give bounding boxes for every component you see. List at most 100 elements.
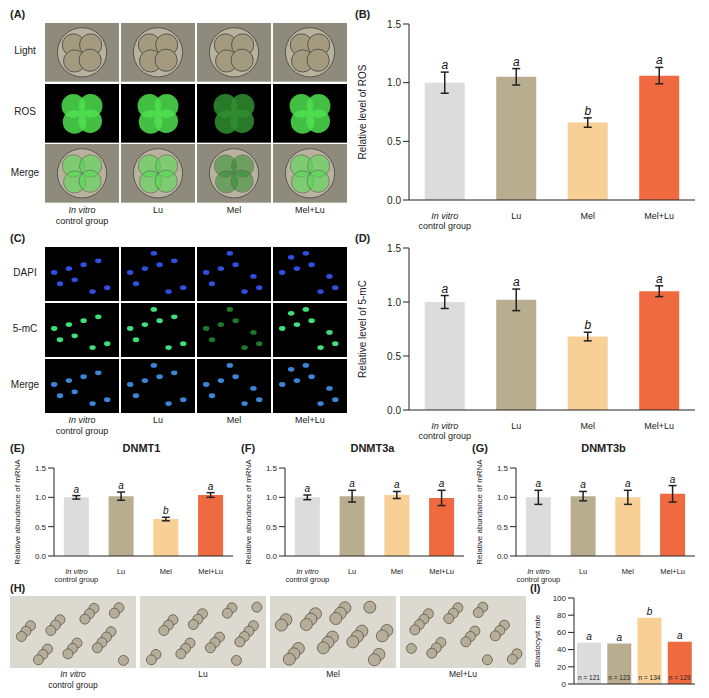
- svg-text:0.5: 0.5: [387, 351, 401, 362]
- svg-text:a: a: [656, 53, 663, 67]
- svg-text:Mel+Lu: Mel+Lu: [198, 567, 223, 576]
- svg-text:a: a: [586, 631, 592, 642]
- svg-text:20: 20: [557, 663, 566, 672]
- svg-text:0.0: 0.0: [35, 552, 47, 561]
- svg-text:1.0: 1.0: [387, 77, 401, 88]
- svg-text:b: b: [584, 104, 591, 118]
- svg-text:Mel+Lu: Mel+Lu: [644, 421, 674, 431]
- svg-text:Lu: Lu: [511, 421, 521, 431]
- svg-text:Blastocyst rate: Blastocyst rate: [533, 614, 542, 667]
- svg-text:0.5: 0.5: [266, 523, 278, 532]
- html-text:ROS: ROS: [14, 106, 36, 117]
- svg-text:n = 134: n = 134: [639, 674, 661, 681]
- svg-text:Lu: Lu: [511, 211, 521, 221]
- svg-text:1.5: 1.5: [387, 19, 401, 30]
- html-text:Merge: Merge: [10, 379, 40, 390]
- html-text:(I): (I): [530, 582, 541, 594]
- svg-text:In vitro: In vitro: [431, 421, 458, 431]
- svg-text:Relative abundance of mRNA: Relative abundance of mRNA: [475, 459, 484, 565]
- svg-text:a: a: [677, 630, 683, 641]
- html-text:control group: control group: [48, 679, 98, 690]
- svg-text:Mel: Mel: [580, 211, 595, 221]
- svg-text:b: b: [647, 606, 653, 617]
- svg-text:b: b: [163, 505, 169, 516]
- svg-text:a: a: [439, 478, 445, 489]
- html-text:(F): (F): [241, 442, 255, 454]
- svg-text:a: a: [118, 480, 124, 491]
- svg-text:a: a: [441, 58, 448, 72]
- svg-text:Relative abundance of mRNA: Relative abundance of mRNA: [244, 459, 253, 565]
- svg-text:a: a: [656, 272, 663, 286]
- svg-text:0.5: 0.5: [35, 523, 47, 532]
- svg-text:control group: control group: [418, 221, 471, 231]
- svg-text:40: 40: [557, 645, 566, 654]
- svg-text:b: b: [584, 318, 591, 332]
- svg-text:1.0: 1.0: [35, 493, 47, 502]
- svg-text:0.0: 0.0: [266, 552, 278, 561]
- svg-text:60: 60: [557, 628, 566, 637]
- svg-text:0.5: 0.5: [387, 136, 401, 147]
- svg-text:1.0: 1.0: [266, 493, 278, 502]
- svg-text:0: 0: [562, 680, 567, 689]
- svg-text:control group: control group: [418, 431, 471, 441]
- svg-text:n = 121: n = 121: [578, 674, 600, 681]
- svg-text:0.0: 0.0: [497, 552, 509, 561]
- svg-text:Relative level of ROS: Relative level of ROS: [357, 64, 368, 159]
- svg-text:a: a: [74, 484, 80, 495]
- svg-text:Relative level of 5-mC: Relative level of 5-mC: [357, 280, 368, 378]
- svg-text:1.0: 1.0: [497, 493, 509, 502]
- html-text:(D): (D): [355, 232, 371, 244]
- svg-text:a: a: [208, 481, 214, 492]
- svg-text:1.5: 1.5: [497, 464, 509, 473]
- html-text:DAPI: DAPI: [13, 267, 37, 278]
- svg-text:1.0: 1.0: [387, 297, 401, 308]
- svg-text:control group: control group: [54, 575, 98, 584]
- svg-text:a: a: [580, 479, 586, 490]
- html-text:(B): (B): [355, 8, 371, 20]
- svg-text:1.5: 1.5: [387, 243, 401, 254]
- svg-text:a: a: [441, 282, 448, 296]
- svg-text:Lu: Lu: [579, 567, 587, 576]
- svg-text:0.0: 0.0: [387, 195, 401, 206]
- svg-text:100: 100: [553, 594, 567, 603]
- svg-text:a: a: [305, 483, 311, 494]
- svg-text:a: a: [349, 478, 355, 489]
- svg-text:control group: control group: [285, 575, 329, 584]
- html-text:Light: Light: [14, 45, 36, 57]
- html-text:(E): (E): [10, 442, 25, 454]
- svg-text:0.0: 0.0: [387, 405, 401, 416]
- html-text:(A): (A): [10, 8, 26, 20]
- svg-text:a: a: [513, 275, 520, 289]
- svg-text:In vitro: In vitro: [431, 211, 458, 221]
- svg-text:Mel+Lu: Mel+Lu: [644, 211, 674, 221]
- svg-text:Relative abundance of mRNA: Relative abundance of mRNA: [13, 459, 22, 565]
- svg-text:a: a: [394, 479, 400, 490]
- svg-text:a: a: [536, 478, 542, 489]
- svg-text:n = 123: n = 123: [608, 674, 630, 681]
- html-text:Merge: Merge: [10, 166, 40, 178]
- html-text:(H): (H): [10, 582, 26, 594]
- html-text:DNMT3a: DNMT3a: [350, 442, 395, 454]
- svg-text:a: a: [616, 632, 622, 643]
- svg-text:Mel+Lu: Mel+Lu: [429, 567, 454, 576]
- svg-text:Mel: Mel: [160, 567, 172, 576]
- html-text:(C): (C): [10, 232, 26, 244]
- svg-text:Mel+Lu: Mel+Lu: [660, 567, 685, 576]
- svg-text:1.5: 1.5: [266, 464, 278, 473]
- svg-text:0.5: 0.5: [497, 523, 509, 532]
- svg-text:1.5: 1.5: [35, 464, 47, 473]
- svg-text:Lu: Lu: [348, 567, 356, 576]
- svg-text:a: a: [670, 474, 676, 485]
- svg-text:n = 129: n = 129: [669, 674, 691, 681]
- svg-text:Mel: Mel: [391, 567, 403, 576]
- svg-text:Mel: Mel: [580, 421, 595, 431]
- html-text:DNMT3b: DNMT3b: [581, 442, 626, 454]
- svg-text:a: a: [513, 55, 520, 69]
- svg-text:Mel: Mel: [622, 567, 634, 576]
- html-text:(G): (G): [472, 442, 488, 454]
- svg-text:80: 80: [557, 611, 566, 620]
- html-text:5-mC: 5-mC: [12, 323, 38, 334]
- svg-text:a: a: [625, 478, 631, 489]
- html-text:DNMT1: DNMT1: [122, 442, 161, 454]
- svg-text:Lu: Lu: [117, 567, 125, 576]
